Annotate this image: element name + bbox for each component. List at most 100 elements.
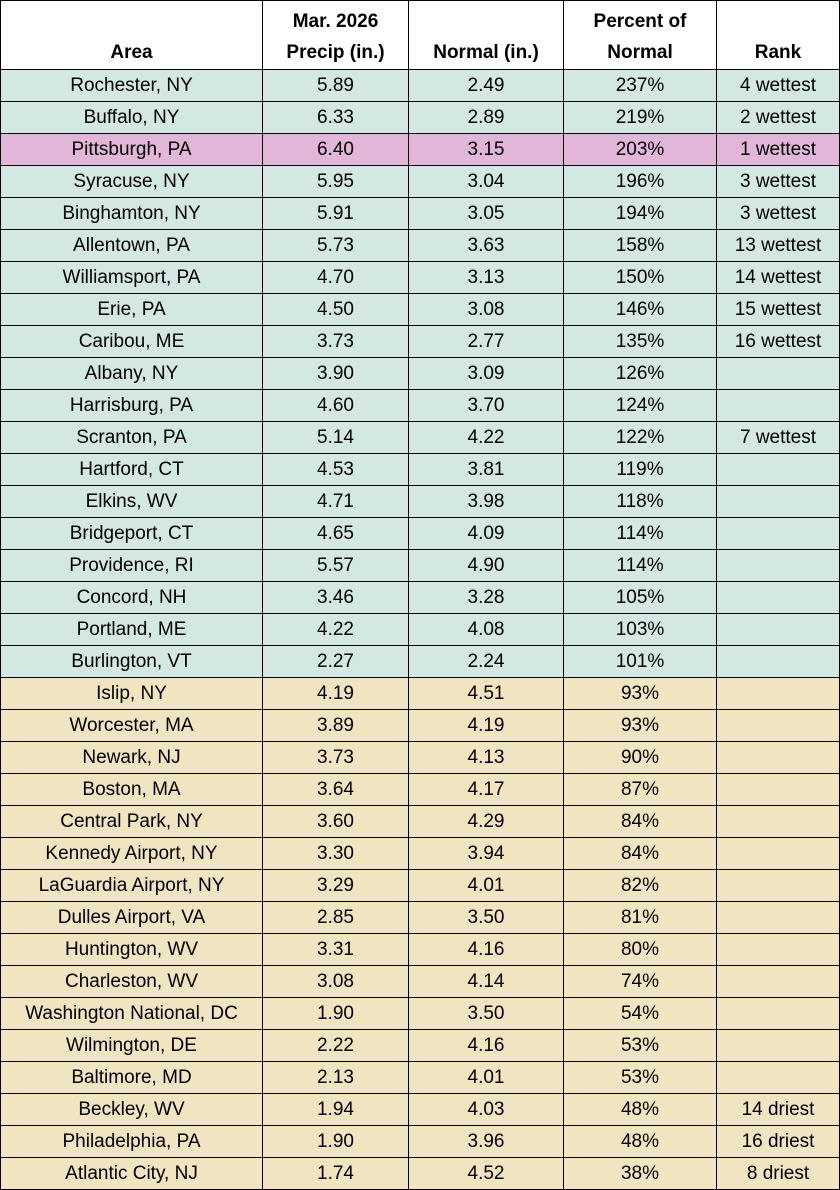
- table-cell: 4.09: [408, 517, 564, 550]
- table-cell: 93%: [563, 709, 717, 742]
- table-row: Rochester, NY 5.89 2.49 237% 4 wettest: [0, 69, 840, 102]
- table-row: Providence, RI 5.57 4.90 114%: [0, 549, 840, 582]
- table-cell: 4.16: [408, 1029, 564, 1062]
- table-row: Beckley, WV 1.94 4.03 48% 14 driest: [0, 1093, 840, 1126]
- table-cell: 74%: [563, 965, 717, 998]
- table-cell: 4.19: [262, 677, 409, 710]
- table-cell: 3.94: [408, 837, 564, 870]
- table-cell: [716, 613, 840, 646]
- table-cell: 15 wettest: [716, 293, 840, 326]
- table-cell: 93%: [563, 677, 717, 710]
- table-cell: Worcester, MA: [0, 709, 263, 742]
- table-cell: 1 wettest: [716, 133, 840, 166]
- table-cell: 5.57: [262, 549, 409, 582]
- table-cell: [716, 517, 840, 550]
- table-row: Burlington, VT 2.27 2.24 101%: [0, 645, 840, 678]
- table-cell: 6.40: [262, 133, 409, 166]
- table-cell: 14 wettest: [716, 261, 840, 294]
- table-cell: 4.14: [408, 965, 564, 998]
- table-cell: [716, 933, 840, 966]
- table-cell: 122%: [563, 421, 717, 454]
- table-row: Bridgeport, CT 4.65 4.09 114%: [0, 517, 840, 550]
- table-cell: Buffalo, NY: [0, 101, 263, 134]
- table-row: Caribou, ME 3.73 2.77 135% 16 wettest: [0, 325, 840, 358]
- table-cell: 3.64: [262, 773, 409, 806]
- table-row: Charleston, WV 3.08 4.14 74%: [0, 965, 840, 998]
- table-cell: 1.90: [262, 997, 409, 1030]
- table-cell: 124%: [563, 389, 717, 422]
- header-cell: Rank: [716, 0, 840, 70]
- table-row: Pittsburgh, PA 6.40 3.15 203% 1 wettest: [0, 133, 840, 166]
- table-cell: Pittsburgh, PA: [0, 133, 263, 166]
- table-cell: 84%: [563, 805, 717, 838]
- table-cell: 3.90: [262, 357, 409, 390]
- table-cell: Allentown, PA: [0, 229, 263, 262]
- table-cell: Huntington, WV: [0, 933, 263, 966]
- table-body: Rochester, NY 5.89 2.49 237% 4 wettest Buffal…: [0, 69, 840, 1190]
- header-cell: Percent of Normal: [563, 0, 717, 70]
- table-cell: 4.22: [262, 613, 409, 646]
- table-cell: [716, 357, 840, 390]
- table-cell: 4.16: [408, 933, 564, 966]
- table-cell: 6.33: [262, 101, 409, 134]
- table-cell: 158%: [563, 229, 717, 262]
- table-cell: 2.77: [408, 325, 564, 358]
- table-cell: Beckley, WV: [0, 1093, 263, 1126]
- header-cell: Normal (in.): [408, 0, 564, 70]
- table-row: Harrisburg, PA 4.60 3.70 124%: [0, 389, 840, 422]
- table-row: Washington National, DC 1.90 3.50 54%: [0, 997, 840, 1030]
- table-cell: 2.13: [262, 1061, 409, 1094]
- table-row: Worcester, MA 3.89 4.19 93%: [0, 709, 840, 742]
- table-cell: 3.09: [408, 357, 564, 390]
- table-cell: 146%: [563, 293, 717, 326]
- table-cell: 3.70: [408, 389, 564, 422]
- table-cell: Philadelphia, PA: [0, 1125, 263, 1158]
- table-row: Kennedy Airport, NY 3.30 3.94 84%: [0, 837, 840, 870]
- table-cell: 2.27: [262, 645, 409, 678]
- table-cell: 3.73: [262, 325, 409, 358]
- table-cell: Williamsport, PA: [0, 261, 263, 294]
- table-row: Islip, NY 4.19 4.51 93%: [0, 677, 840, 710]
- table-cell: 5.14: [262, 421, 409, 454]
- table-cell: 3.96: [408, 1125, 564, 1158]
- table-cell: 3.98: [408, 485, 564, 518]
- table-cell: 2.49: [408, 69, 564, 102]
- table-cell: [716, 869, 840, 902]
- table-cell: 4.22: [408, 421, 564, 454]
- table-cell: Erie, PA: [0, 293, 263, 326]
- table-cell: Providence, RI: [0, 549, 263, 582]
- table-cell: Wilmington, DE: [0, 1029, 263, 1062]
- table-cell: 4.90: [408, 549, 564, 582]
- table-cell: [716, 837, 840, 870]
- table-cell: 1.94: [262, 1093, 409, 1126]
- table-cell: 5.89: [262, 69, 409, 102]
- table-cell: 2.89: [408, 101, 564, 134]
- table-cell: 203%: [563, 133, 717, 166]
- table-cell: 114%: [563, 549, 717, 582]
- table-cell: 14 driest: [716, 1093, 840, 1126]
- table-cell: 1.90: [262, 1125, 409, 1158]
- table-cell: 219%: [563, 101, 717, 134]
- table-cell: 2.85: [262, 901, 409, 934]
- table-cell: 54%: [563, 997, 717, 1030]
- table-cell: 4.13: [408, 741, 564, 774]
- table-cell: 13 wettest: [716, 229, 840, 262]
- table-cell: 118%: [563, 485, 717, 518]
- table-cell: Hartford, CT: [0, 453, 263, 486]
- table-row: Huntington, WV 3.31 4.16 80%: [0, 933, 840, 966]
- table-cell: 53%: [563, 1061, 717, 1094]
- table-cell: 4.70: [262, 261, 409, 294]
- table-cell: 3.05: [408, 197, 564, 230]
- table-cell: 3 wettest: [716, 165, 840, 198]
- table-cell: [716, 581, 840, 614]
- header-cell: Mar. 2026 Precip (in.): [262, 0, 409, 70]
- table-cell: 194%: [563, 197, 717, 230]
- table-cell: 2.22: [262, 1029, 409, 1062]
- table-row: Syracuse, NY 5.95 3.04 196% 3 wettest: [0, 165, 840, 198]
- table-cell: 84%: [563, 837, 717, 870]
- table-cell: 150%: [563, 261, 717, 294]
- table-cell: 3.30: [262, 837, 409, 870]
- table-cell: [716, 1061, 840, 1094]
- table-cell: 119%: [563, 453, 717, 486]
